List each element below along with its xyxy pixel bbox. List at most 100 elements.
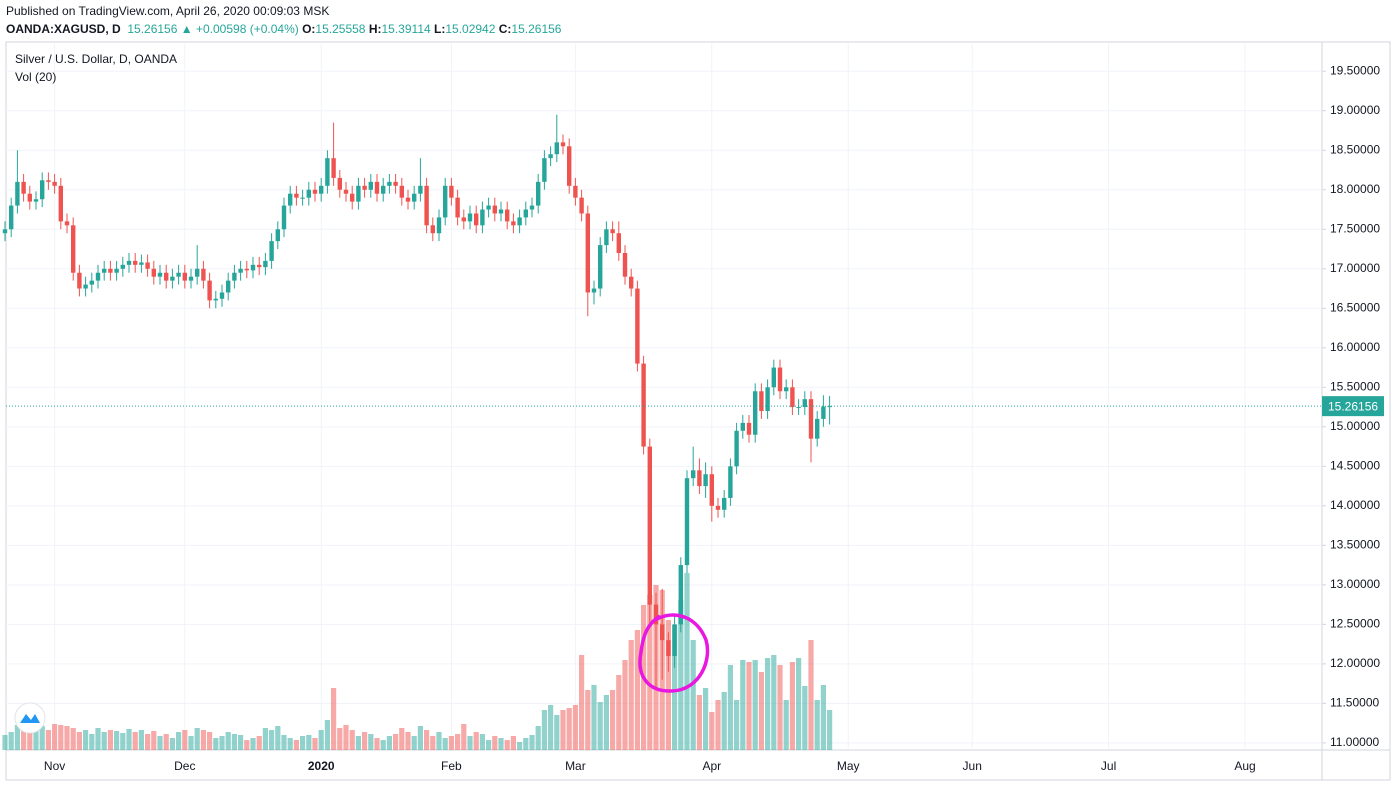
y-tick-label: 18.50000 — [1330, 142, 1380, 156]
volume-bar — [734, 700, 740, 750]
volume-bar — [380, 740, 386, 750]
candle-body — [164, 272, 169, 281]
volume-bar — [498, 738, 504, 750]
volume-bar — [399, 728, 405, 750]
candle-body — [691, 470, 696, 479]
candle-body — [455, 197, 460, 218]
volume-bar — [120, 733, 126, 750]
candle-body — [269, 241, 274, 261]
candle-body — [83, 284, 88, 289]
x-tick-label: Jun — [963, 759, 982, 773]
candle-body — [436, 217, 442, 234]
candle-body — [560, 142, 566, 147]
candle-body — [548, 154, 553, 159]
volume-bar — [566, 708, 572, 750]
x-tick-label: Feb — [441, 759, 462, 773]
candle-body — [387, 181, 392, 186]
volume-bar — [783, 700, 789, 750]
candle-body — [610, 229, 615, 234]
volume-bar — [430, 736, 436, 750]
volume-bar — [89, 734, 95, 750]
candle-body — [195, 268, 200, 277]
candle-body — [170, 276, 175, 281]
volume-bar — [548, 705, 554, 750]
candle-body — [244, 268, 249, 271]
candle-body — [591, 288, 597, 293]
volume-bar — [579, 655, 585, 750]
candle-body — [412, 193, 417, 202]
x-tick-label: Mar — [565, 759, 586, 773]
candle-body — [151, 268, 156, 277]
candle-body — [64, 221, 70, 226]
volume-bar — [777, 665, 783, 750]
volume-bar — [504, 740, 510, 750]
volume-bar — [678, 600, 684, 750]
candle-body — [2, 229, 8, 234]
volume-bar — [318, 730, 324, 750]
volume-bar — [486, 740, 492, 750]
candle-body — [337, 177, 342, 190]
volume-bar — [145, 734, 151, 750]
volume-bar — [709, 712, 715, 750]
candle-body — [350, 193, 355, 202]
volume-bar — [616, 675, 622, 750]
candle-body — [52, 181, 57, 186]
x-tick-label: Apr — [702, 759, 721, 773]
candle-body — [486, 205, 491, 210]
candle-body — [232, 272, 237, 281]
volume-bar — [114, 731, 120, 750]
indicator-label: Vol (20) — [15, 70, 56, 84]
candle-body — [362, 185, 367, 190]
candle-body — [802, 399, 807, 408]
candle-body — [21, 181, 26, 194]
candle-body — [288, 193, 293, 206]
volume-bar — [8, 732, 14, 750]
candle-body — [753, 391, 758, 435]
volume-bar — [231, 734, 237, 750]
candle-body — [58, 185, 63, 222]
logo-button[interactable] — [14, 702, 46, 734]
volume-bar — [591, 685, 597, 750]
candle-body — [201, 268, 206, 281]
candle-body — [505, 209, 510, 222]
volume-bar — [70, 728, 76, 750]
volume-bar — [83, 730, 89, 750]
candle-body — [622, 252, 628, 277]
volume-bar — [107, 730, 113, 750]
candle-body — [709, 474, 714, 506]
volume-bar — [411, 736, 417, 750]
y-tick-label: 12.50000 — [1330, 617, 1380, 631]
candle-body — [604, 229, 609, 246]
y-tick-label: 16.00000 — [1330, 340, 1380, 354]
candle-body — [430, 225, 435, 234]
volume-bar — [696, 695, 702, 750]
volume-bar — [45, 730, 51, 750]
volume-bar — [250, 738, 256, 750]
volume-bar — [101, 732, 107, 750]
volume-bar — [424, 730, 430, 750]
volume-bar — [188, 736, 194, 750]
x-tick-label: Nov — [44, 759, 65, 773]
candle-body — [257, 264, 262, 268]
candle-body — [653, 604, 659, 625]
volume-bar — [52, 724, 58, 750]
volume-bar — [275, 726, 281, 750]
y-tick-label: 14.00000 — [1330, 498, 1380, 512]
volume-bar — [213, 738, 219, 750]
volume-bar — [324, 720, 330, 750]
candle-body — [381, 185, 386, 194]
candle-body — [511, 221, 516, 226]
volume-bar — [262, 728, 268, 750]
volume-bar — [808, 640, 814, 750]
volume-bar — [39, 726, 45, 750]
candle-body — [15, 181, 20, 206]
volume-bar — [244, 740, 250, 750]
last-price-box — [1322, 396, 1384, 417]
volume-bar — [684, 573, 690, 750]
volume-bar — [163, 734, 169, 750]
volume-bar — [610, 690, 616, 750]
volume-bar — [362, 732, 368, 750]
candle-body — [343, 189, 349, 194]
volume-bar — [355, 736, 361, 750]
